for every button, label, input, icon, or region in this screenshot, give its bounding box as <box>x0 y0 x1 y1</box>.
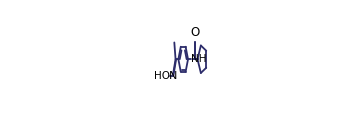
Text: NH: NH <box>191 54 206 64</box>
Text: HO: HO <box>153 71 170 81</box>
Text: O: O <box>191 26 200 39</box>
Text: N: N <box>169 71 177 81</box>
